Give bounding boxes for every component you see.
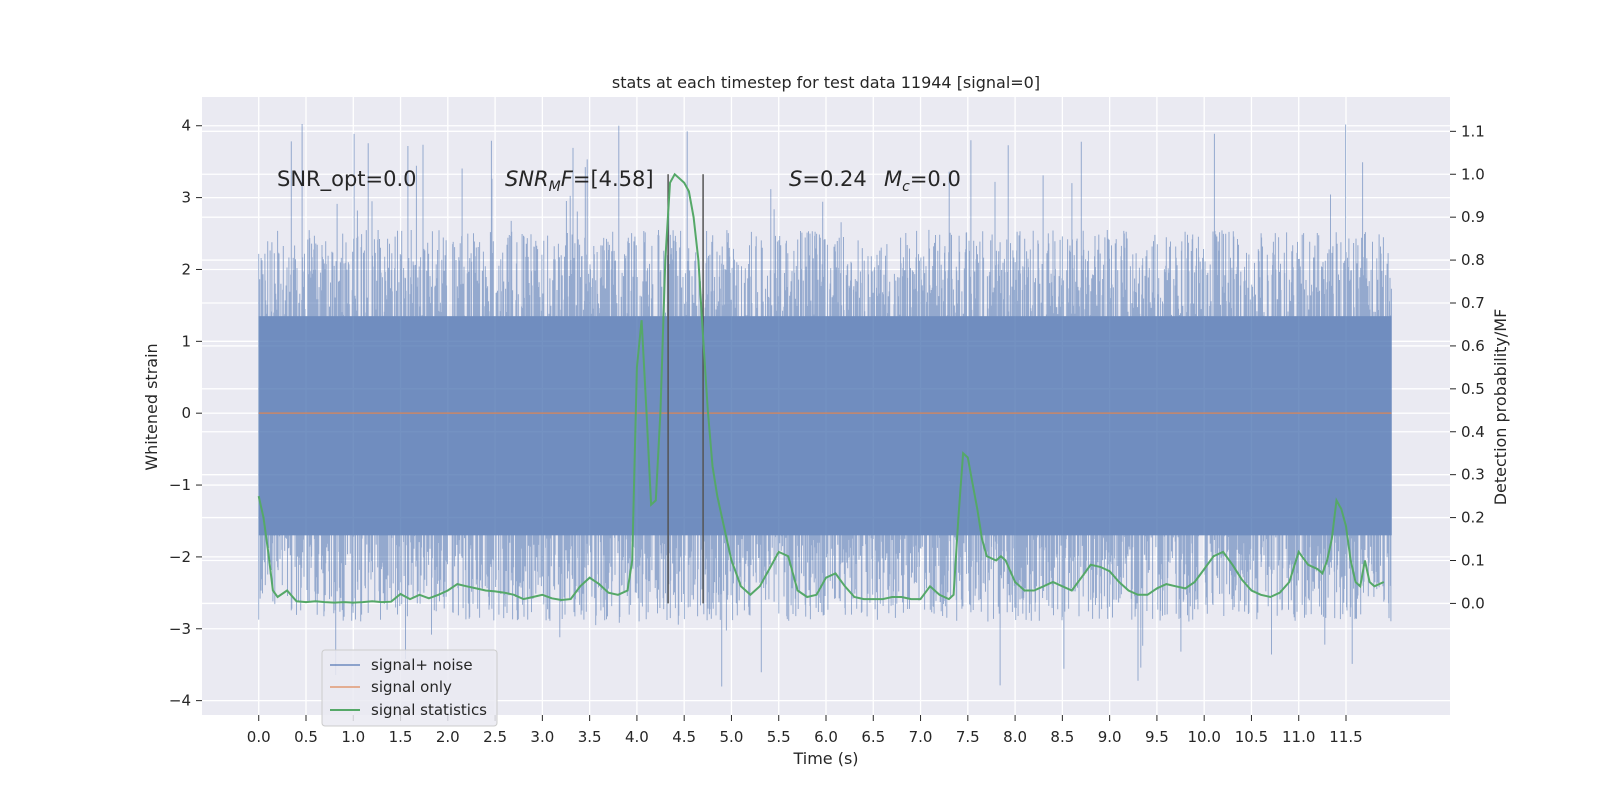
y-tick-label-left: −2 — [169, 548, 191, 566]
x-tick-label: 7.0 — [909, 728, 933, 746]
y-tick-label-left: 3 — [181, 189, 191, 207]
x-tick-label: 9.5 — [1145, 728, 1169, 746]
y-tick-label-right: 0.5 — [1461, 380, 1485, 398]
x-tick-label: 6.5 — [861, 728, 885, 746]
y-tick-label-left: 2 — [181, 260, 191, 278]
y-tick-label-right: 0.6 — [1461, 337, 1485, 355]
y-tick-label-right: 0.8 — [1461, 251, 1485, 269]
series-layer — [257, 172, 1392, 604]
x-tick-label: 4.0 — [625, 728, 649, 746]
x-tick-label: 1.0 — [341, 728, 365, 746]
noise-series — [258, 124, 1392, 687]
y-tick-label-right: 0.0 — [1461, 594, 1485, 612]
y-tick-label-right: 0.9 — [1461, 208, 1485, 226]
y-tick-label-right: 0.1 — [1461, 552, 1485, 570]
x-axis-label: Time (s) — [792, 749, 858, 768]
x-tick-label: 6.0 — [814, 728, 838, 746]
legend-box — [321, 649, 498, 727]
y-tick-label-right: 1.0 — [1461, 165, 1485, 183]
legend: signal+ noise signal only signal statist… — [321, 649, 498, 727]
x-tick-label: 5.0 — [720, 728, 744, 746]
signal-statistics-line — [257, 172, 1385, 604]
x-tick-label: 8.5 — [1050, 728, 1074, 746]
y-tick-label-left: 1 — [181, 332, 191, 350]
y-axis-label-left: Whitened strain — [142, 343, 161, 470]
chart-title: stats at each timestep for test data 119… — [612, 73, 1040, 92]
x-tick-label: 7.5 — [956, 728, 980, 746]
x-tick-label: 11.5 — [1329, 728, 1362, 746]
legend-label-signal-noise: signal+ noise — [371, 656, 473, 674]
x-tick-label: 0.0 — [247, 728, 271, 746]
x-tick-label: 1.5 — [389, 728, 413, 746]
legend-label-signal-only: signal only — [371, 678, 452, 696]
y-axis-label-right: Detection probability/MF — [1491, 309, 1510, 506]
y-tick-label-right: 0.7 — [1461, 294, 1485, 312]
legend-label-signal-statistics: signal statistics — [371, 701, 487, 719]
x-tick-label: 10.0 — [1187, 728, 1220, 746]
annotation-s: S=0.24 — [789, 167, 867, 191]
x-tick-label: 3.5 — [578, 728, 602, 746]
y-tick-label-left: 0 — [181, 404, 191, 422]
x-tick-label: 3.0 — [530, 728, 554, 746]
signal-noise-core — [258, 316, 1392, 536]
annotation-mc: Mc=0.0 — [884, 167, 961, 195]
y-tick-label-left: −1 — [169, 476, 191, 494]
x-tick-label: 11.0 — [1282, 728, 1315, 746]
x-tick-label: 4.5 — [672, 728, 696, 746]
y-tick-label-left: 4 — [181, 117, 191, 135]
x-tick-label: 2.5 — [483, 728, 507, 746]
y-tick-label-right: 0.2 — [1461, 509, 1485, 527]
x-tick-label: 0.5 — [294, 728, 318, 746]
y-tick-label-left: −3 — [169, 620, 191, 638]
x-tick-label: 2.0 — [436, 728, 460, 746]
x-tick-label: 10.5 — [1235, 728, 1268, 746]
x-tick-label: 9.0 — [1098, 728, 1122, 746]
x-tick-label: 8.0 — [1003, 728, 1027, 746]
annotation-snr-mf: SNRMF=[4.58] — [505, 167, 654, 195]
y-tick-label-left: −4 — [169, 692, 191, 710]
y-tick-label-right: 0.3 — [1461, 466, 1485, 484]
axes: 0.0 0.5 1.0 1.5 2.0 2.5 3.0 3.5 4.0 4.5 5.0 5.5 6.0 6… — [169, 117, 1485, 746]
y-tick-label-right: 0.4 — [1461, 423, 1485, 441]
annotation-snr-opt: SNR_opt=0.0 — [277, 167, 417, 192]
x-tick-label: 5.5 — [767, 728, 791, 746]
y-tick-label-right: 1.1 — [1461, 122, 1485, 140]
